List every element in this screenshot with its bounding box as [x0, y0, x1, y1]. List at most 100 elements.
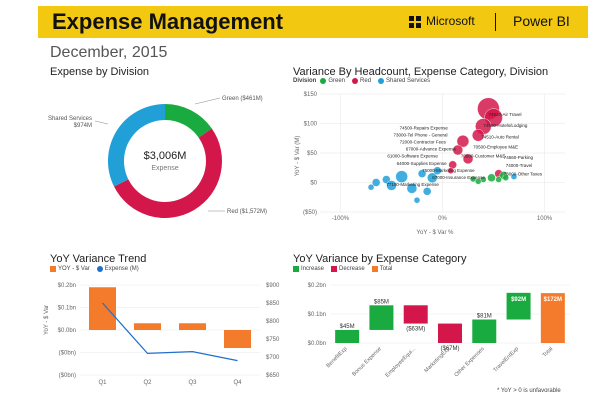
scatter-annotation: 74560-Parking: [504, 155, 534, 160]
scatter-point-red[interactable]: [452, 144, 464, 156]
legend-square-icon: [371, 266, 378, 272]
donut-slice-red[interactable]: [114, 128, 222, 218]
scatter-point-shared-services[interactable]: [510, 173, 518, 180]
x-tick-label: TravelEntExp: [493, 346, 520, 373]
trend-bar-q3[interactable]: [179, 323, 206, 330]
legend-square-icon: [293, 266, 299, 272]
x-tick-label: 0%: [438, 216, 447, 222]
trend-bar-q1[interactable]: [89, 287, 116, 330]
scatter-title: Variance By Headcount, Expense Category,…: [293, 66, 549, 78]
waterfall-data-label: $81M: [477, 314, 492, 320]
scatter-annotation: 74500-Repairs Expense: [400, 125, 449, 130]
scatter-point-shared-services[interactable]: [422, 187, 432, 196]
donut-center-value: $3,006M: [144, 150, 187, 162]
donut-label-shared-value: $974M: [74, 123, 92, 129]
scatter-y-label: YoY - $ Var (M): [295, 136, 301, 177]
scatter-annotation: 74000-Travel: [506, 163, 532, 168]
scatter-point-shared-services[interactable]: [427, 172, 438, 183]
trend-line-expense[interactable]: [102, 302, 238, 362]
scatter-point-green[interactable]: [495, 176, 502, 183]
scatter-annotation: 61000-Software Expense: [387, 154, 438, 159]
donut-chart[interactable]: $3,006M Expense Green ($461M) Red ($1,57…: [40, 76, 280, 246]
scatter-point-red[interactable]: [462, 153, 474, 165]
scatter-annotation: 70500-Customer M&E: [461, 153, 506, 158]
x-tick-label: 100%: [537, 216, 553, 222]
trend-bar-q2[interactable]: [134, 323, 161, 330]
donut-slice-green[interactable]: [165, 104, 212, 138]
header-banner: Expense Management Microsoft Power BI: [38, 6, 588, 38]
legend-item-red[interactable]: Red: [352, 78, 371, 84]
trend-bar-q4[interactable]: [224, 330, 251, 348]
waterfall-data-label: $92M: [511, 297, 526, 303]
x-tick-label: Total: [542, 346, 554, 358]
scatter-point-shared-services[interactable]: [386, 180, 397, 191]
legend-dot-icon: [320, 78, 327, 84]
waterfall-data-label: $172M: [544, 297, 562, 303]
scatter-x-label: YoY - $ Var %: [417, 230, 455, 236]
x-tick-label: EmployeeEqui...: [385, 346, 418, 379]
waterfall-bar[interactable]: [438, 323, 462, 343]
legend-square-icon: [331, 266, 338, 272]
y-tick-left: $0.2bn: [58, 283, 76, 289]
scatter-annotation: 67000-Advance Expense: [406, 147, 457, 152]
legend-square-icon: [50, 266, 56, 272]
legend-item-shared[interactable]: Shared Services: [378, 78, 430, 84]
waterfall-bar[interactable]: [369, 305, 394, 330]
waterfall-data-label: $85M: [374, 299, 389, 305]
y-tick-right: $900: [266, 283, 280, 289]
y-tick-right: $800: [266, 319, 280, 325]
legend-item-expense[interactable]: Expense (M): [96, 266, 139, 272]
scatter-point-shared-services[interactable]: [371, 178, 381, 187]
microsoft-brand: Microsoft: [426, 14, 475, 28]
y-tick-label: $150: [304, 92, 318, 98]
trend-title: YoY Variance Trend: [50, 253, 147, 265]
report-date: December, 2015: [50, 44, 168, 61]
scatter-point-shared-services[interactable]: [433, 166, 442, 175]
header-divider: [495, 13, 496, 31]
legend-dot-icon: [352, 78, 359, 84]
y-tick-right: $850: [266, 301, 280, 307]
scatter-point-red[interactable]: [447, 167, 454, 174]
scatter-point-shared-services[interactable]: [406, 183, 418, 194]
scatter-annotation: 77100-Marketing Expense: [386, 182, 439, 187]
scatter-point-red[interactable]: [456, 135, 470, 148]
y-tick-label: $0.0bn: [308, 341, 326, 347]
waterfall-bar[interactable]: [403, 305, 428, 324]
scatter-point-shared-services[interactable]: [367, 184, 375, 191]
scatter-annotation: 73000-Other Taxes: [504, 171, 543, 176]
microsoft-logo-icon: [409, 16, 421, 28]
legend-item-decrease[interactable]: Decrease: [331, 266, 365, 272]
scatter-point-green[interactable]: [487, 173, 496, 182]
y-tick-left: $0.1bn: [58, 306, 76, 312]
scatter-chart[interactable]: YoY - $ Var (M) $150 $100 $50 $0 ($50) -100% 0…: [290, 86, 580, 241]
legend-item-green[interactable]: Green: [320, 78, 345, 84]
scatter-point-green[interactable]: [475, 178, 482, 185]
scatter-point-green[interactable]: [502, 174, 509, 181]
legend-dot-icon: [96, 266, 103, 272]
legend-item-yoy-var[interactable]: YOY - $ Var: [50, 266, 90, 272]
waterfall-data-label: ($67M): [440, 346, 459, 352]
scatter-point-red[interactable]: [472, 129, 485, 142]
waterfall-bar[interactable]: [506, 292, 531, 320]
waterfall-bar[interactable]: [540, 293, 565, 343]
donut-slice-shared[interactable]: [108, 104, 165, 187]
waterfall-bar[interactable]: [335, 329, 360, 343]
waterfall-bar[interactable]: [472, 319, 497, 343]
donut-label-green: Green ($461M): [222, 96, 263, 102]
scatter-point-shared-services[interactable]: [413, 196, 421, 204]
donut-label-red: Red ($1,572M): [227, 209, 267, 215]
x-tick-label: Q1: [98, 380, 107, 386]
scatter-point-shared-services[interactable]: [395, 170, 408, 183]
report-title: Expense Management: [52, 9, 284, 34]
legend-item-increase[interactable]: Increase: [293, 266, 324, 272]
x-tick-label: BenefitExp: [325, 346, 348, 369]
scatter-annotation: 67000-Insurance Expense: [432, 175, 485, 180]
trend-chart[interactable]: YoY - $ Var $0.2bn $0.1bn $0.0bn ($0bn) ($0b…: [40, 275, 285, 395]
donut-center-label: Expense: [151, 165, 178, 172]
scatter-point-shared-services[interactable]: [417, 169, 427, 178]
y-tick-label: $0.1bn: [308, 312, 326, 318]
scatter-annotation: 73000-Tel Phone - General: [394, 132, 448, 137]
y-tick-label: ($50): [303, 210, 317, 216]
legend-item-total[interactable]: Total: [371, 266, 392, 272]
